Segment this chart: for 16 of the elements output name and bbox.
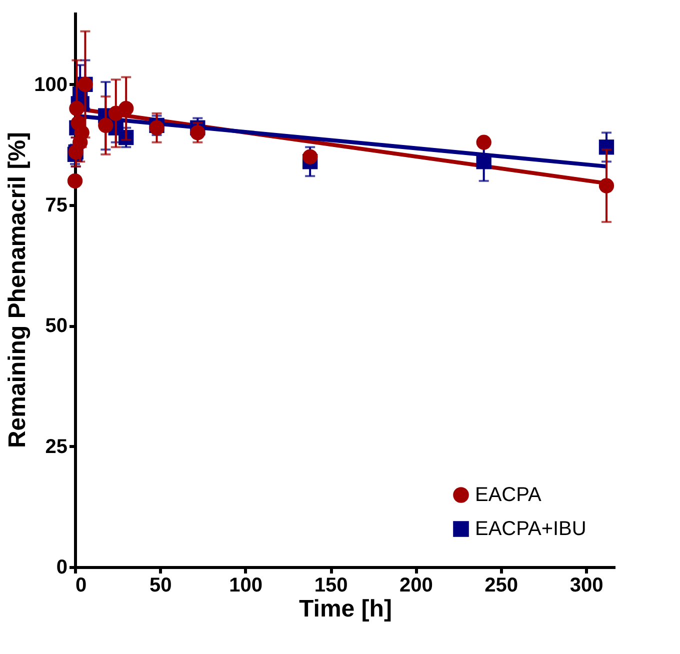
y-tick-label: 75 bbox=[45, 194, 68, 217]
x-tick-label: 250 bbox=[484, 574, 518, 596]
x-tick-label: 150 bbox=[314, 574, 348, 596]
x-tick-label: 300 bbox=[570, 574, 604, 596]
x-tick-label: 0 bbox=[76, 574, 87, 596]
x-axis-title: Time [h] bbox=[299, 596, 392, 622]
y-tick-label: 50 bbox=[45, 315, 68, 338]
legend-label: EACPA+IBU bbox=[475, 518, 586, 540]
y-axis-title: Remaining Phenamacril [%] bbox=[4, 132, 32, 448]
y-tick-label: 0 bbox=[56, 556, 68, 578]
x-tick-label: 100 bbox=[229, 574, 263, 596]
x-tick-label: 50 bbox=[150, 574, 172, 596]
x-tick-label: 200 bbox=[400, 574, 433, 596]
y-tick-label: 25 bbox=[45, 436, 68, 458]
y-tick-label: 100 bbox=[34, 74, 68, 96]
legend-label: EACPA bbox=[475, 484, 542, 506]
